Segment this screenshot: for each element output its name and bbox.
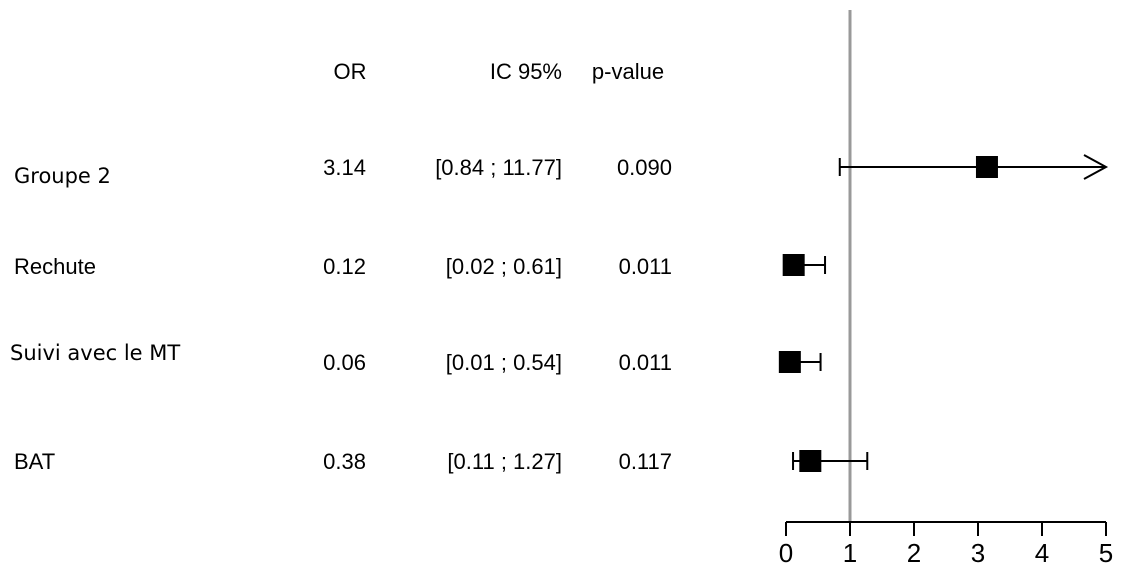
row-p-value: 0.011	[619, 350, 672, 375]
row-ci-value: [0.02 ; 0.61]	[446, 254, 562, 279]
row-p-value: 0.011	[619, 254, 672, 279]
row-ci-value: [0.11 ; 1.27]	[447, 449, 562, 474]
row-ci-value: [0.84 ; 11.77]	[435, 155, 562, 180]
x-tick-label: 1	[843, 538, 857, 564]
ci-arrow-head	[1083, 154, 1109, 180]
forest-marks: 0 1 2 3 4 5	[779, 10, 1113, 564]
row-label: Rechute	[14, 254, 96, 279]
header-ci: IC 95%	[490, 59, 562, 84]
row-label: Suivi avec le MT	[10, 341, 180, 365]
or-marker	[782, 254, 805, 276]
row-label: Groupe 2	[14, 164, 111, 188]
or-marker	[975, 156, 998, 178]
row-or-value: 0.38	[323, 449, 366, 474]
x-tick-label: 5	[1099, 538, 1113, 564]
row-or-value: 0.12	[323, 254, 366, 279]
or-marker	[799, 450, 822, 472]
row-ci-value: [0.01 ; 0.54]	[446, 350, 562, 375]
row-p-value: 0.090	[617, 155, 672, 180]
x-tick-label: 2	[907, 538, 921, 564]
header-or: OR	[334, 59, 367, 84]
or-marker	[778, 351, 801, 373]
header-p-value: p-value	[592, 59, 664, 84]
x-tick-label: 4	[1035, 538, 1049, 564]
x-tick-label: 0	[779, 538, 793, 564]
row-label: BAT	[14, 449, 55, 474]
row-p-value: 0.117	[619, 449, 672, 474]
x-tick-label: 3	[971, 538, 985, 564]
row-or-value: 3.14	[323, 155, 366, 180]
row-or-value: 0.06	[323, 350, 366, 375]
